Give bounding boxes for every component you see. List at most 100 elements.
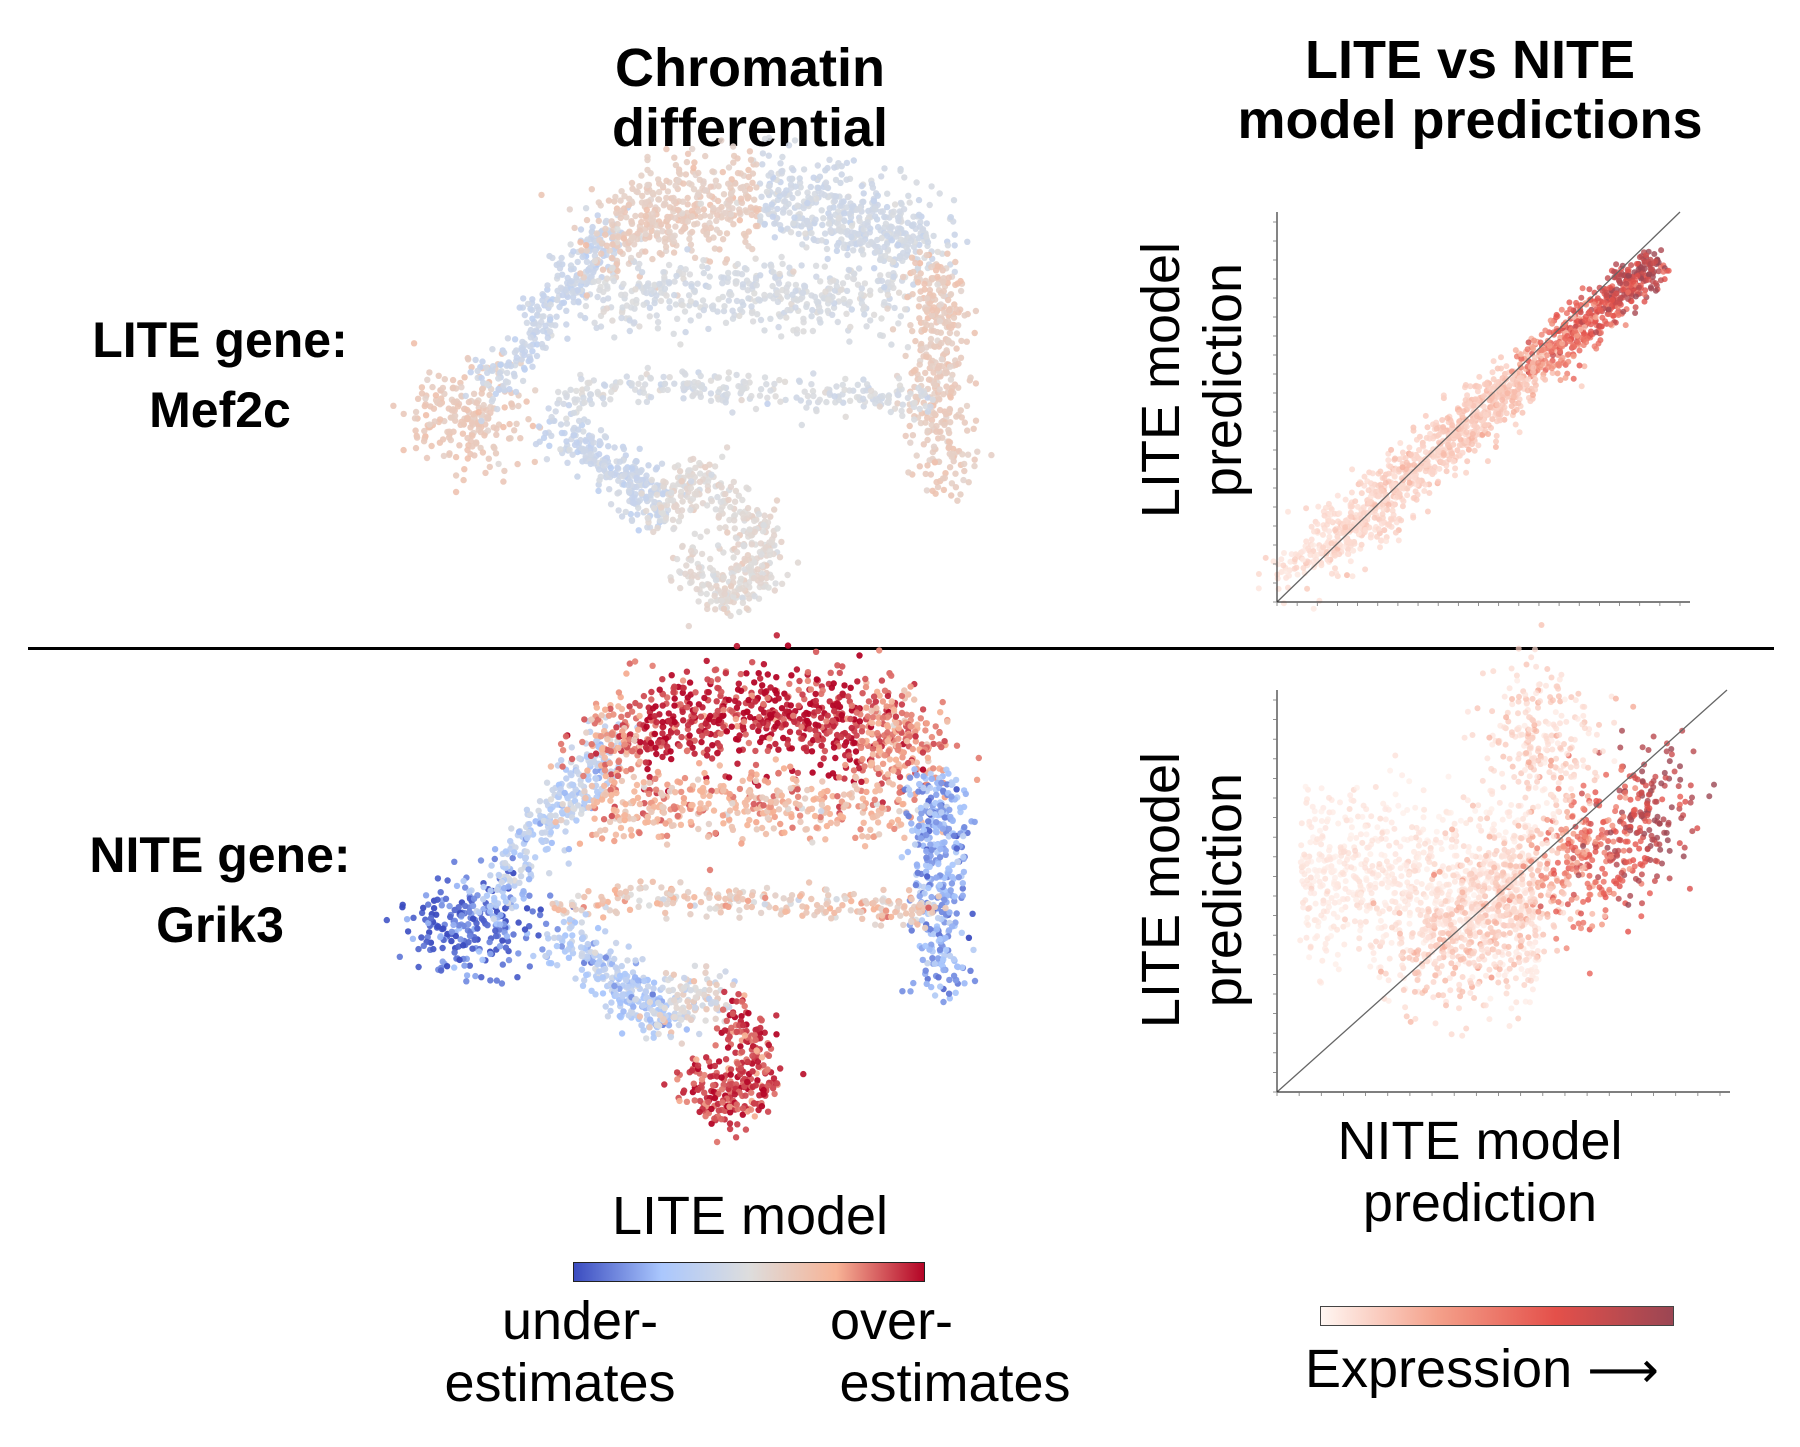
umap-point — [544, 282, 551, 289]
umap-point — [547, 301, 554, 308]
umap-point — [390, 402, 397, 409]
umap-point — [472, 356, 479, 364]
umap-point — [470, 390, 478, 397]
umap-point — [521, 351, 528, 359]
umap-point — [574, 287, 582, 294]
umap-point — [523, 398, 530, 405]
umap-point — [421, 427, 428, 435]
umap-point — [413, 434, 421, 441]
umap-point — [436, 401, 444, 408]
umap-point — [514, 460, 521, 468]
umap-point — [469, 432, 476, 439]
umap-point — [493, 431, 500, 438]
umap-point — [475, 426, 482, 434]
umap-point — [833, 247, 841, 255]
umap-point — [496, 369, 504, 377]
column-title-line: differential — [611, 98, 889, 158]
umap-point — [465, 356, 472, 363]
umap-point — [507, 435, 514, 442]
umap-point — [684, 201, 691, 208]
umap-point — [478, 390, 485, 397]
umap-point — [557, 284, 565, 291]
umap-point — [529, 422, 537, 430]
umap-point — [548, 321, 555, 328]
umap-point — [519, 377, 527, 385]
umap-point — [441, 376, 448, 383]
umap-point — [426, 421, 433, 428]
umap-point — [524, 300, 532, 308]
umap-point — [583, 258, 591, 265]
umap-point — [501, 404, 508, 411]
umap-point — [594, 212, 601, 219]
row-label-line: LITE gene: — [92, 312, 348, 368]
umap-point — [546, 328, 554, 335]
umap-point — [446, 428, 453, 435]
umap-point — [467, 369, 474, 376]
row-divider — [28, 647, 1774, 650]
umap-point — [532, 387, 539, 394]
umap-point — [527, 334, 534, 341]
umap-point — [481, 432, 488, 439]
umap-point — [495, 375, 502, 382]
umap-point — [426, 369, 433, 376]
umap-point — [412, 427, 419, 434]
umap-point — [464, 446, 471, 454]
umap-point — [482, 469, 489, 477]
umap-point — [452, 453, 460, 461]
umap-point — [439, 384, 447, 392]
umap-point — [592, 247, 599, 255]
umap-point — [478, 417, 485, 425]
umap-point — [691, 159, 698, 166]
umap-point — [529, 296, 536, 303]
umap-point — [480, 401, 487, 409]
umap-point — [492, 450, 500, 457]
umap-point — [577, 226, 585, 233]
umap-point — [449, 376, 457, 384]
column-title-line: model predictions — [1237, 90, 1703, 150]
umap-point — [490, 424, 497, 431]
umap-point — [553, 296, 561, 304]
umap-point — [439, 436, 447, 443]
umap-point — [529, 315, 536, 322]
umap-point — [449, 406, 457, 413]
umap-point — [464, 434, 471, 442]
umap-point — [467, 424, 474, 431]
umap-point — [440, 452, 448, 460]
umap-point — [488, 398, 496, 405]
umap-point — [435, 372, 442, 379]
row-label-line: Mef2c — [149, 382, 291, 438]
umap-point — [540, 292, 547, 299]
umap-point — [535, 306, 542, 313]
umap-point — [424, 376, 431, 383]
umap-point — [459, 430, 467, 437]
row-label-line: Grik3 — [156, 897, 284, 953]
umap-point — [567, 262, 575, 269]
umap-point — [556, 260, 563, 267]
umap-point — [468, 419, 476, 426]
umap-point — [589, 223, 596, 231]
umap-point — [489, 367, 496, 374]
umap-point — [506, 386, 513, 393]
umap-point — [501, 467, 508, 475]
umap-point — [418, 384, 426, 391]
umap-point — [474, 367, 481, 375]
umap-point — [569, 294, 577, 301]
umap-point — [534, 341, 541, 348]
umap-point — [684, 150, 692, 157]
umap-point — [484, 369, 491, 376]
umap-point — [518, 344, 525, 351]
umap-point — [454, 403, 462, 410]
umap-point — [526, 343, 534, 350]
umap-point — [581, 314, 589, 322]
umap-point — [450, 384, 457, 391]
umap-point — [420, 438, 428, 445]
umap-point — [511, 349, 519, 356]
umap-point — [511, 373, 518, 380]
umap-point — [562, 286, 569, 294]
umap-point — [423, 454, 431, 462]
umap-point — [458, 384, 465, 391]
umap-point — [547, 316, 554, 323]
umap-point — [500, 478, 507, 485]
umap-point — [471, 452, 478, 459]
